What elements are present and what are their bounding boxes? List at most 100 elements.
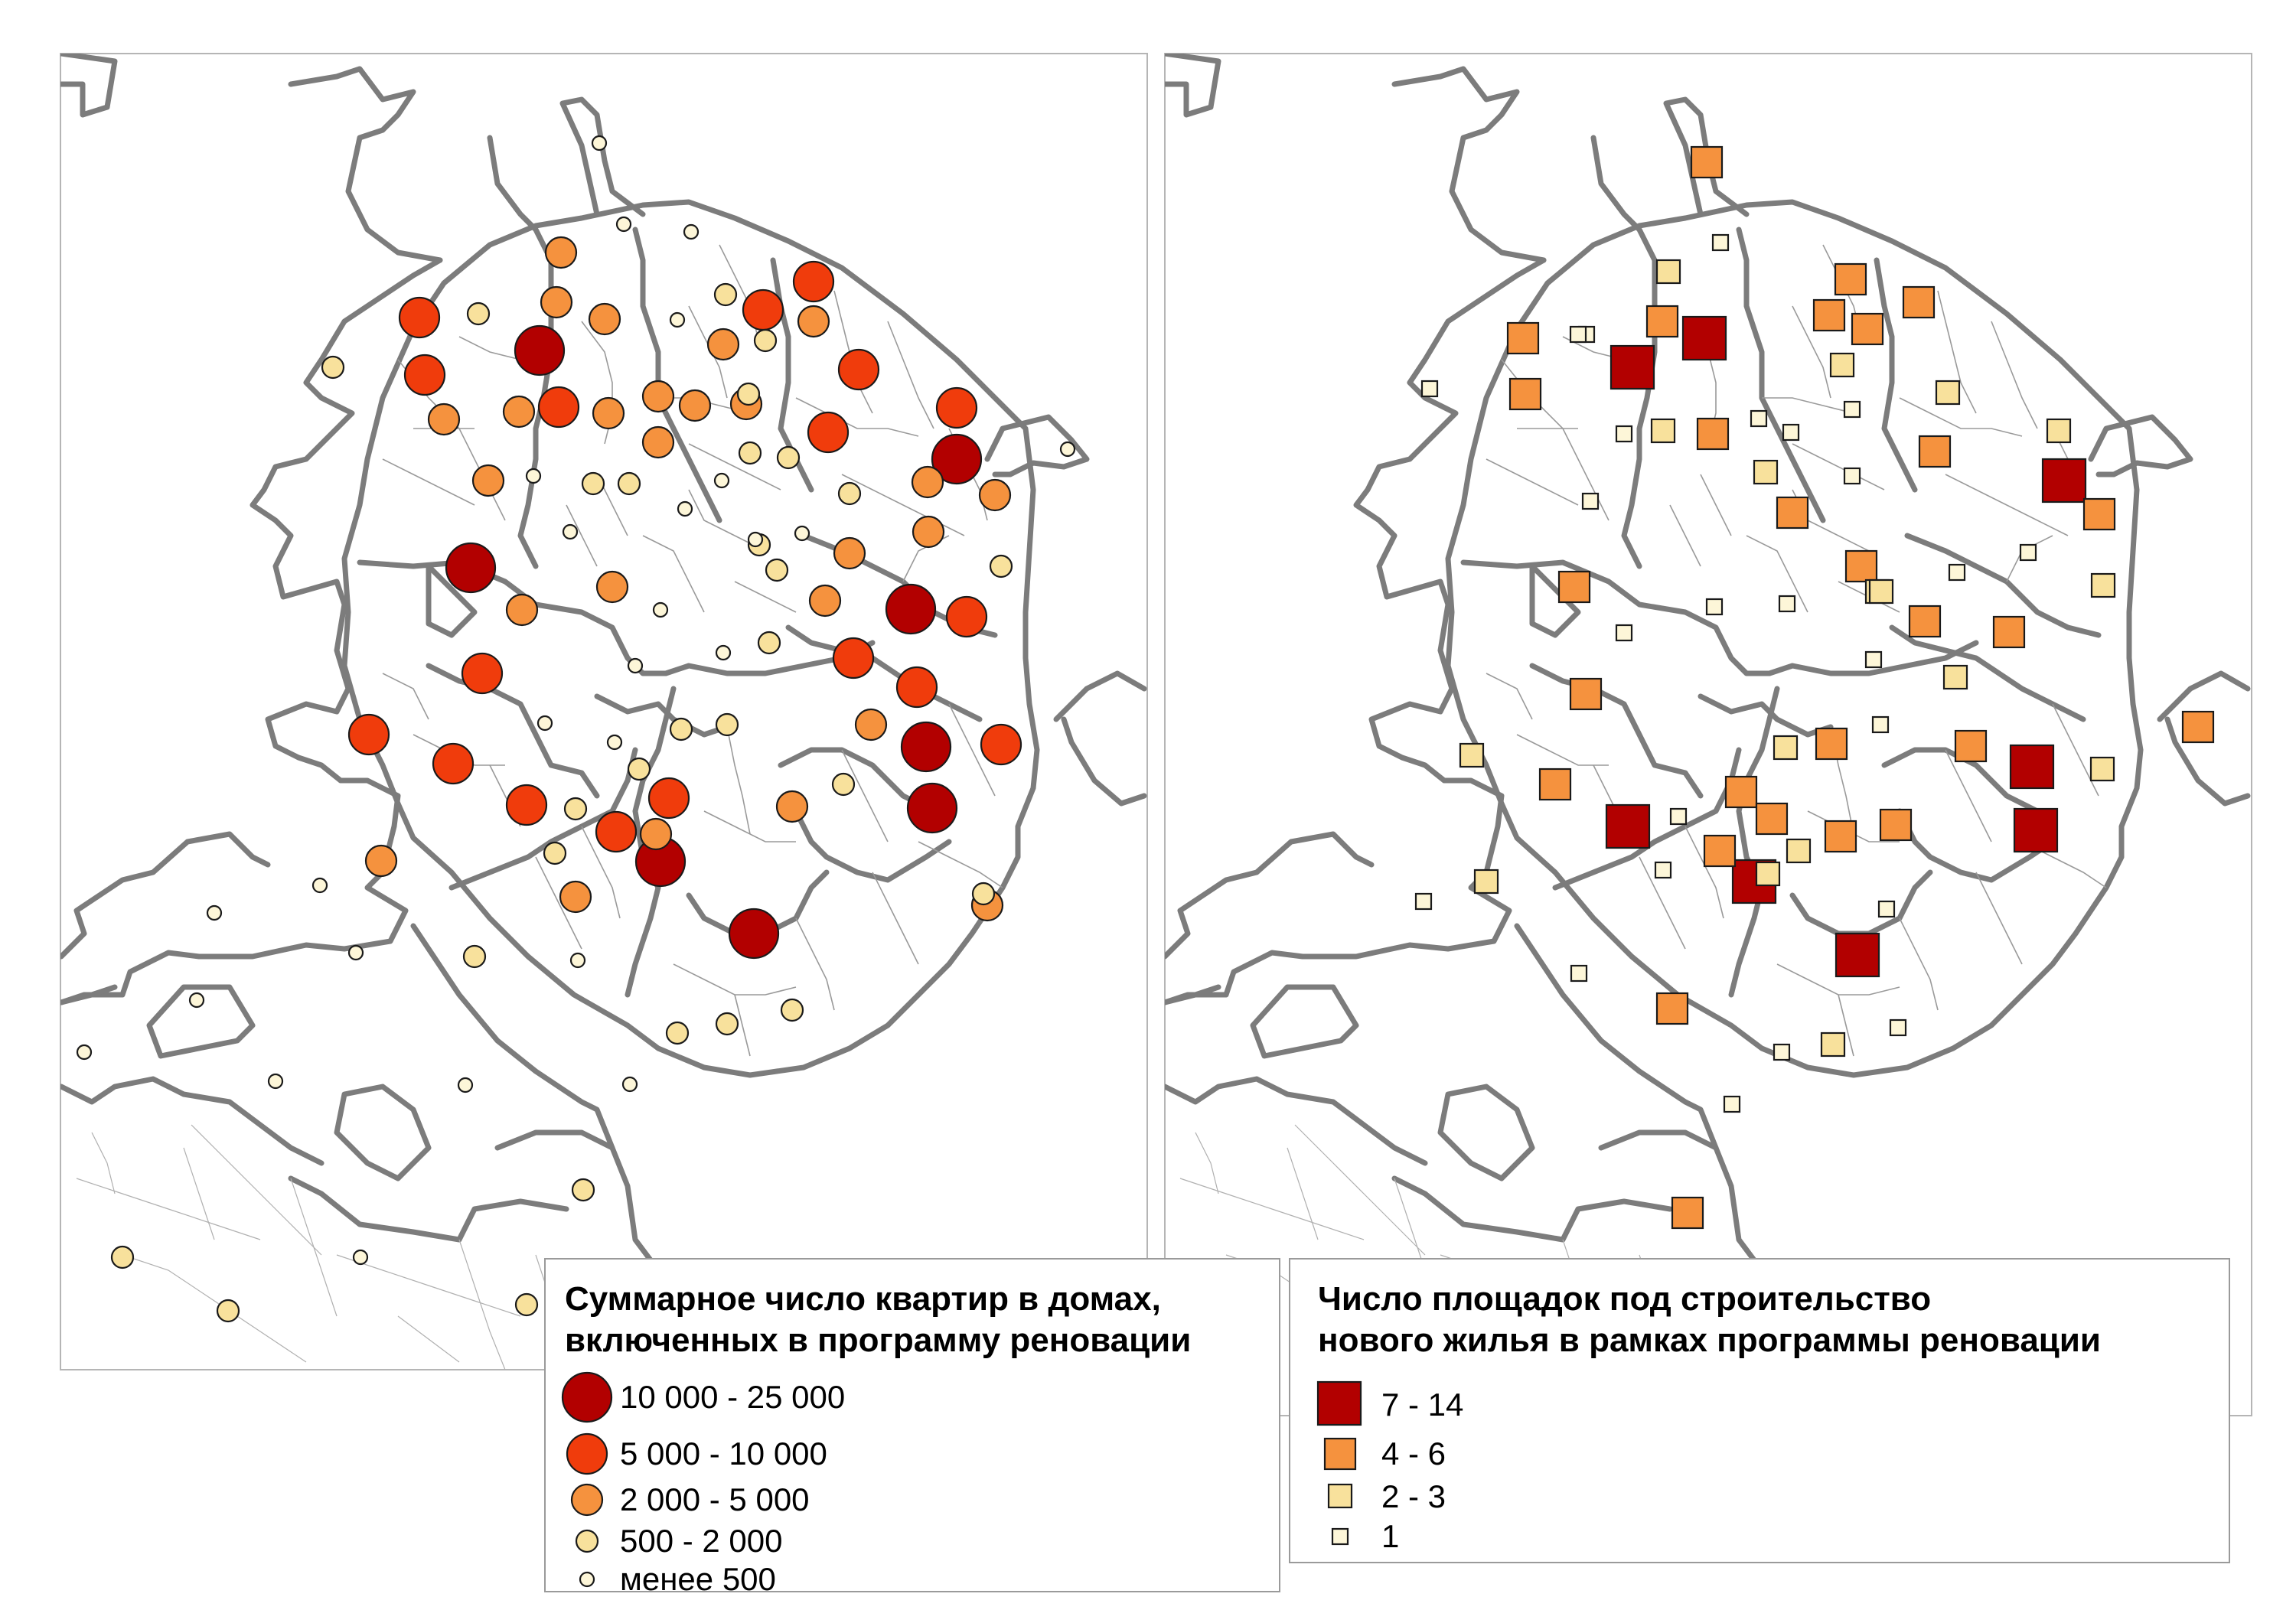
marker-10000-25000 — [900, 721, 952, 773]
marker-4-6 — [1824, 820, 1857, 853]
marker-under-500 — [457, 1077, 474, 1093]
legend-label-sm: 500 - 2 000 — [620, 1523, 783, 1559]
marker-500-2000 — [466, 301, 491, 326]
marker-2000-5000 — [502, 395, 536, 429]
legend-label-4-6: 4 - 6 — [1381, 1436, 1446, 1471]
marker-2000-5000 — [808, 584, 842, 618]
marker-under-500 — [652, 601, 669, 618]
marker-500-2000 — [738, 441, 762, 465]
marker-2000-5000 — [427, 402, 461, 436]
marker-500-2000 — [543, 841, 567, 865]
marker-under-500 — [1059, 441, 1076, 458]
marker-2000-5000 — [588, 302, 621, 336]
marker-4-6 — [1557, 570, 1591, 604]
marker-4-6 — [1703, 834, 1737, 868]
marker-7-14 — [1609, 344, 1655, 390]
marker-500-2000 — [462, 944, 487, 969]
marker-7-14 — [1605, 803, 1651, 849]
marker-4-6 — [1538, 768, 1572, 801]
marker-2000-5000 — [911, 465, 944, 499]
marker-1 — [1615, 624, 1633, 642]
marker-5000-10000 — [895, 666, 938, 709]
marker-under-500 — [562, 523, 579, 540]
marker-under-500 — [76, 1044, 93, 1061]
marker-500-2000 — [563, 797, 588, 821]
marker-2-3 — [1755, 861, 1781, 887]
right-legend-title-line1: Число площадок под строительство — [1318, 1280, 1931, 1318]
marker-500-2000 — [617, 471, 641, 496]
marker-2-3 — [1473, 869, 1499, 895]
marker-under-500 — [794, 525, 810, 542]
marker-2000-5000 — [641, 425, 675, 459]
right-legend-title-line2: нового жилья в рамках программы реноваци… — [1318, 1322, 2101, 1359]
marker-1 — [1669, 807, 1688, 826]
legend-label-xl: 10 000 - 25 000 — [620, 1379, 845, 1415]
marker-1 — [1705, 598, 1724, 616]
legend-square-sm — [1331, 1527, 1349, 1546]
marker-2000-5000 — [978, 478, 1012, 512]
marker-500-2000 — [571, 1178, 595, 1202]
marker-under-500 — [677, 500, 693, 517]
right-map-markers — [1414, 145, 2215, 1230]
marker-7-14 — [2009, 744, 2055, 790]
marker-500-2000 — [665, 1021, 690, 1045]
marker-2000-5000 — [559, 880, 592, 914]
marker-4-6 — [2181, 710, 2215, 744]
marker-2-3 — [1459, 742, 1485, 768]
marker-under-500 — [606, 734, 623, 751]
marker-7-14 — [2013, 807, 2059, 853]
marker-1 — [1615, 425, 1633, 443]
marker-4-6 — [1696, 417, 1730, 451]
marker-4-6 — [1815, 727, 1848, 761]
marker-2-3 — [2089, 756, 2115, 782]
marker-500-2000 — [715, 1012, 739, 1036]
legend-label-7-14: 7 - 14 — [1381, 1387, 1463, 1423]
marker-4-6 — [1645, 305, 1679, 338]
left-map-frame — [60, 53, 1148, 1370]
marker-under-500 — [352, 1249, 369, 1266]
marker-500-2000 — [321, 355, 345, 380]
marker-2000-5000 — [833, 536, 866, 570]
marker-4-6 — [1724, 775, 1758, 809]
marker-2000-5000 — [854, 708, 888, 741]
marker-2000-5000 — [797, 305, 830, 338]
marker-2-3 — [1820, 1031, 1846, 1058]
marker-4-6 — [1902, 285, 1936, 319]
marker-4-6 — [1812, 298, 1846, 332]
marker-10000-25000 — [728, 908, 780, 960]
marker-4-6 — [1755, 802, 1789, 836]
right-map-panel — [1164, 53, 2252, 1416]
marker-500-2000 — [713, 282, 738, 307]
marker-7-14 — [2041, 458, 2087, 504]
marker-1 — [2019, 543, 2037, 562]
marker-500-2000 — [627, 757, 651, 781]
marker-500-2000 — [753, 328, 778, 353]
marker-2000-5000 — [364, 844, 398, 878]
marker-5000-10000 — [742, 288, 784, 331]
marker-4-6 — [1908, 605, 1942, 638]
marker-1 — [1581, 492, 1600, 510]
legend-label-xs: менее 500 — [620, 1561, 776, 1597]
legend-square-xl — [1316, 1380, 1362, 1426]
marker-4-6 — [1776, 496, 1809, 530]
marker-1 — [1723, 1095, 1741, 1113]
marker-2000-5000 — [641, 380, 675, 413]
marker-2-3 — [1868, 578, 1894, 605]
legend-circle-xl — [561, 1371, 613, 1423]
marker-2000-5000 — [706, 328, 740, 361]
left-map-markers — [76, 135, 1076, 1323]
marker-7-14 — [1835, 932, 1880, 978]
legend-circle-xs — [579, 1571, 595, 1588]
marker-500-2000 — [989, 554, 1013, 578]
marker-10000-25000 — [885, 583, 937, 635]
marker-under-500 — [267, 1073, 284, 1090]
marker-500-2000 — [971, 882, 996, 906]
marker-500-2000 — [514, 1292, 539, 1317]
marker-under-500 — [569, 952, 586, 969]
left-map-panel — [60, 53, 1148, 1370]
marker-under-500 — [311, 877, 328, 894]
marker-under-500 — [615, 216, 632, 233]
legend-circle-lg — [566, 1432, 608, 1475]
marker-under-500 — [683, 223, 700, 240]
marker-1 — [1889, 1018, 1907, 1037]
